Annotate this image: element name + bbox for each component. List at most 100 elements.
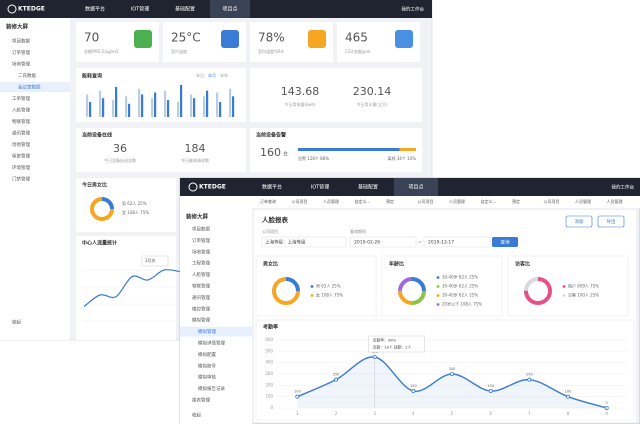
bar bbox=[190, 94, 193, 117]
sidebar-item[interactable]: 模拟管理 bbox=[192, 317, 210, 324]
sidebar-item[interactable]: 场地管理 bbox=[192, 248, 210, 255]
tab[interactable]: 订单查询 bbox=[260, 198, 276, 204]
input-text: 2019-02-26 bbox=[354, 240, 380, 246]
sidebar-item[interactable]: 环境管理 bbox=[12, 164, 30, 171]
sidebar-item[interactable]: 通讯管理 bbox=[192, 294, 210, 301]
bar bbox=[89, 101, 92, 117]
collapse[interactable]: 收起 bbox=[192, 412, 201, 419]
sidebar-item[interactable]: 订单管理 bbox=[192, 237, 210, 244]
y-tick-label: 300 bbox=[265, 371, 273, 376]
value-label: 0 bbox=[606, 401, 608, 405]
button-label: 添加 bbox=[575, 218, 584, 225]
tab[interactable]: 人员管理 bbox=[607, 198, 623, 204]
sidebar-item[interactable]: 模拟管理 bbox=[198, 328, 216, 335]
input-text: 2019-12-17 bbox=[428, 240, 454, 246]
x-tick-label: 2 bbox=[335, 411, 338, 416]
sidebar-item[interactable]: 报表管理 bbox=[192, 397, 210, 404]
sidebar-item[interactable]: 保安管理 bbox=[12, 153, 30, 160]
sidebar-item[interactable]: 工程管理 bbox=[192, 260, 210, 267]
tooltip-text: 出勤：18人 缺勤：2人 bbox=[373, 345, 412, 350]
power-label: 今日用电量(kwh) bbox=[284, 101, 316, 107]
chart-title: 考勤率 bbox=[263, 324, 278, 331]
query-button[interactable] bbox=[492, 237, 518, 247]
tab[interactable]: 自定义... bbox=[481, 198, 497, 204]
date-sep: ~ bbox=[418, 241, 422, 246]
tab[interactable]: 公司项目 bbox=[544, 198, 560, 204]
value-label: 250 bbox=[526, 373, 533, 377]
stat-value: 78% bbox=[258, 31, 285, 45]
tab[interactable]: 本日 bbox=[196, 72, 204, 78]
y-tick-label: 600 bbox=[265, 337, 273, 342]
collapse[interactable]: 收起 bbox=[12, 319, 21, 326]
sidebar-item[interactable]: 物联管理 bbox=[12, 118, 30, 125]
tab[interactable]: 人员管理 bbox=[323, 198, 339, 204]
sidebar-item[interactable]: 模拟报告记录 bbox=[198, 385, 225, 392]
sidebar-item[interactable]: 人脸管理 bbox=[12, 107, 30, 114]
tab[interactable]: 预定 bbox=[386, 198, 394, 204]
sidebar-item[interactable]: 人脸管理 bbox=[192, 271, 210, 278]
sidebar-item[interactable]: 模拟配置 bbox=[198, 351, 216, 358]
legend-dot bbox=[436, 294, 440, 297]
tab[interactable]: 公司项目 bbox=[292, 198, 308, 204]
sidebar-item[interactable]: 物联管理 bbox=[192, 283, 210, 290]
nav-item[interactable]: IOT管理 bbox=[131, 6, 149, 13]
date-input[interactable] bbox=[423, 236, 491, 248]
sidebar-item[interactable]: 项目数据 bbox=[12, 38, 30, 45]
workbench[interactable]: 我的工作台 bbox=[402, 6, 425, 13]
tab[interactable]: 公司项目 bbox=[418, 198, 434, 204]
nav-item[interactable]: 数据平台 bbox=[85, 6, 105, 13]
legend-dot bbox=[310, 294, 314, 297]
bar bbox=[229, 88, 232, 117]
sidebar-item[interactable]: 工单管理 bbox=[12, 95, 30, 102]
nav-item[interactable]: 项目点 bbox=[222, 7, 237, 13]
point bbox=[488, 388, 493, 393]
tab[interactable]: 人员管理 bbox=[449, 198, 465, 204]
sidebar-item[interactable]: 模拟审核 bbox=[198, 374, 216, 381]
tab[interactable]: 本月 bbox=[208, 72, 216, 78]
sidebar-item[interactable]: 门禁管理 bbox=[12, 176, 30, 183]
logo-icon bbox=[7, 4, 17, 14]
sidebar-item[interactable]: 楼控管理 bbox=[192, 305, 210, 312]
sidebar-item[interactable]: 会议室数据 bbox=[18, 84, 41, 91]
tab[interactable]: 人员管理 bbox=[575, 198, 591, 204]
sidebar-item[interactable]: 场地管理 bbox=[12, 61, 30, 68]
water-value: 230.14 bbox=[353, 85, 392, 98]
stat-icon bbox=[308, 30, 326, 48]
legend-item: 女 108人 75% bbox=[316, 292, 343, 298]
export-button[interactable] bbox=[597, 215, 625, 228]
stat-icon bbox=[134, 30, 152, 48]
stat-label: 室内湿度%RH bbox=[258, 48, 284, 54]
card-title: 今日男女比 bbox=[81, 182, 107, 189]
nav-item[interactable]: IOT管理 bbox=[311, 184, 329, 191]
sidebar-item[interactable]: 模拟账号 bbox=[198, 362, 216, 369]
tab[interactable]: 预定 bbox=[512, 198, 520, 204]
tab[interactable]: 自定义... bbox=[355, 198, 371, 204]
point bbox=[295, 394, 300, 399]
bar bbox=[138, 88, 141, 117]
donut-segment bbox=[398, 277, 426, 305]
nav-item[interactable]: 基础配置 bbox=[358, 184, 378, 191]
legend-item: 女 108人 75% bbox=[122, 209, 149, 215]
bar bbox=[206, 90, 209, 117]
nav-item[interactable]: 项目点 bbox=[408, 185, 423, 191]
date-input[interactable] bbox=[349, 236, 417, 248]
add-button[interactable] bbox=[565, 215, 593, 228]
sidebar-item[interactable]: 二氏数据 bbox=[18, 72, 36, 79]
x-tick-label: 9 bbox=[605, 411, 608, 416]
workbench[interactable]: 我的工作台 bbox=[612, 184, 635, 191]
point bbox=[527, 377, 532, 382]
nav-item[interactable]: 基础配置 bbox=[175, 6, 195, 13]
usage-card bbox=[250, 68, 422, 122]
sidebar-item[interactable]: 项目数据 bbox=[192, 226, 210, 233]
nav-item[interactable]: 数据平台 bbox=[262, 184, 282, 191]
button-label: 查询 bbox=[501, 239, 510, 246]
project-input[interactable] bbox=[261, 236, 347, 248]
logo: KTEDGE bbox=[199, 184, 226, 191]
sidebar-item[interactable]: 订单管理 bbox=[12, 49, 30, 56]
sidebar-item[interactable]: 通讯管理 bbox=[12, 130, 30, 137]
sidebar-item[interactable]: 场地管理 bbox=[12, 141, 30, 148]
tab[interactable]: 本年 bbox=[220, 72, 228, 78]
sidebar-item[interactable]: 模拟详情管理 bbox=[198, 340, 225, 347]
donut-segment bbox=[524, 277, 552, 305]
tooltip-text: 出勤率：98% bbox=[373, 338, 397, 343]
